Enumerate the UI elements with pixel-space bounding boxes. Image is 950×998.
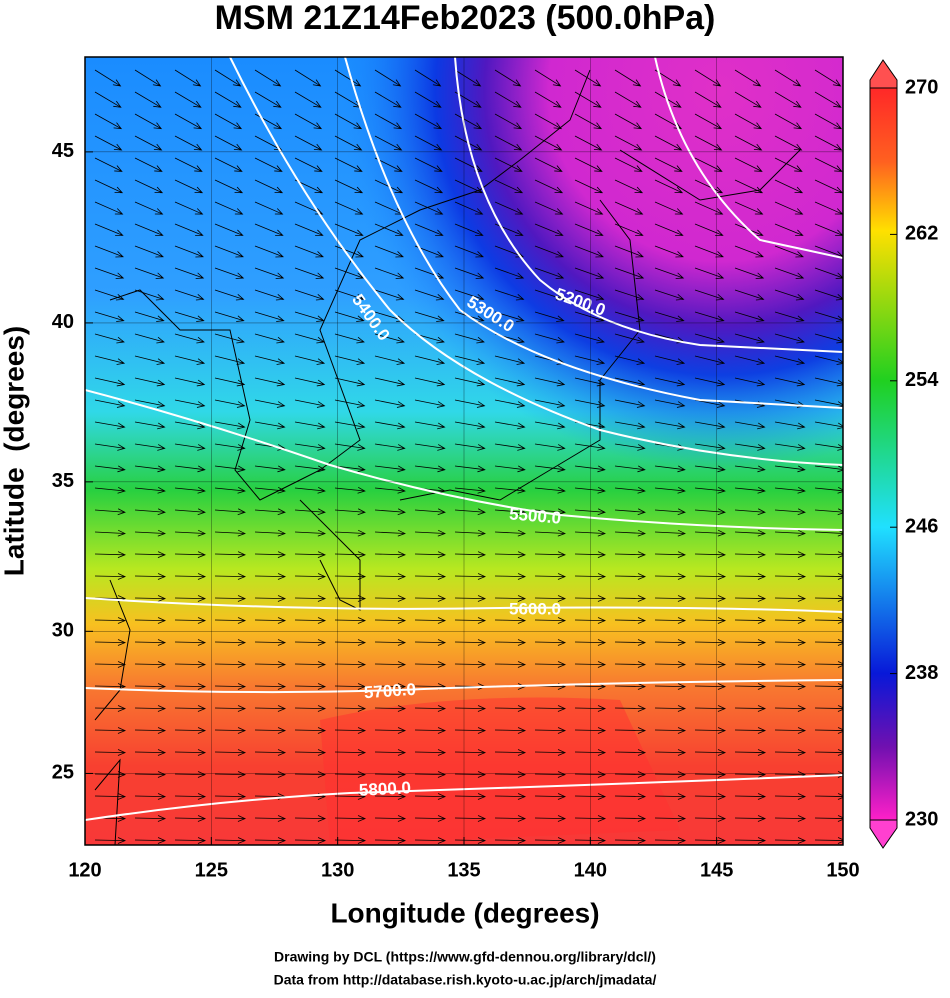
x-tick-label: 125 bbox=[195, 859, 228, 881]
y-tick-label: 30 bbox=[52, 620, 74, 642]
contour-label: 5800.0 bbox=[358, 778, 411, 800]
colorbar-label: 270 bbox=[905, 76, 938, 98]
colorbar-extend-top bbox=[869, 59, 898, 89]
y-axis-title: Latitude (degrees) bbox=[0, 326, 29, 576]
colorbar-label: 246 bbox=[905, 515, 938, 537]
coastline bbox=[94, 69, 801, 845]
contour-line bbox=[344, 57, 843, 409]
x-tick-label: 145 bbox=[700, 859, 733, 881]
y-tick-label: 25 bbox=[52, 762, 74, 784]
colorbar-label: 238 bbox=[905, 662, 938, 684]
y-tick-label: 45 bbox=[52, 140, 74, 162]
colorbar-ticks: 230 238 246 254 262 270 bbox=[890, 76, 939, 830]
colorbar-label: 254 bbox=[905, 369, 939, 391]
contour-line bbox=[85, 597, 843, 613]
contour-label: 5500.0 bbox=[508, 504, 561, 527]
y-tick-label: 35 bbox=[52, 470, 74, 492]
x-axis-title: Longitude (degrees) bbox=[330, 897, 599, 928]
colorbar-extend-bottom bbox=[869, 819, 898, 849]
contours bbox=[85, 57, 843, 821]
credit: Drawing by DCL (https://www.gfd-dennou.o… bbox=[274, 949, 656, 965]
contour-line bbox=[85, 389, 843, 531]
colorbar-label: 262 bbox=[905, 223, 938, 245]
contour-label: 5600.0 bbox=[509, 599, 561, 618]
x-tick-label: 120 bbox=[68, 859, 101, 881]
contour-label: 5700.0 bbox=[363, 680, 416, 703]
contour-line bbox=[454, 57, 843, 353]
title: MSM 21Z14Feb2023 (500.0hPa) bbox=[215, 0, 716, 37]
x-tick-label: 130 bbox=[321, 859, 354, 881]
credit: Data from http://database.rish.kyoto-u.a… bbox=[274, 972, 657, 988]
contour-line bbox=[654, 57, 843, 259]
x-tick-label: 150 bbox=[826, 859, 859, 881]
colorbar-label: 230 bbox=[905, 808, 938, 830]
x-tick-label: 140 bbox=[574, 859, 607, 881]
frame bbox=[84, 56, 844, 846]
map-area bbox=[85, 57, 843, 845]
x-tick-label: 135 bbox=[447, 859, 480, 881]
contour-line bbox=[85, 774, 843, 821]
y-tick-label: 40 bbox=[52, 311, 74, 333]
warm-patch bbox=[320, 697, 680, 845]
wind-arrows bbox=[94, 69, 843, 844]
contour-line bbox=[229, 57, 843, 466]
wind-vectors bbox=[94, 69, 843, 844]
contour-line bbox=[85, 679, 843, 694]
colorbar bbox=[869, 87, 898, 821]
axes: 120 125 130 135 140 145 150 25 30 35 40 45 bbox=[52, 57, 860, 881]
